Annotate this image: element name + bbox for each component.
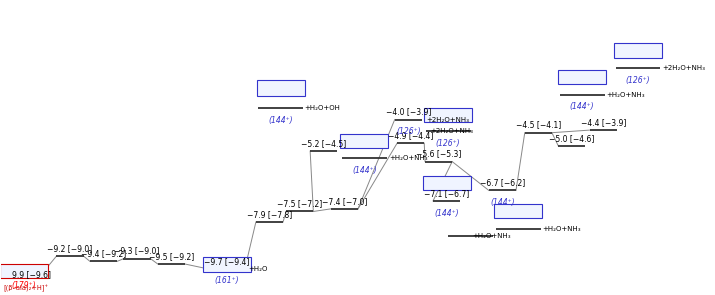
Text: +H₂O+NH₃: +H₂O+NH₃ — [542, 226, 581, 232]
Text: +H₂O+NH₃: +H₂O+NH₃ — [606, 92, 645, 98]
Text: +2H₂O+NH₃: +2H₂O+NH₃ — [430, 128, 473, 135]
Text: −9.3 [−9.0]: −9.3 [−9.0] — [114, 247, 159, 255]
Text: [(β–ala)₂+H]⁺: [(β–ala)₂+H]⁺ — [4, 285, 49, 292]
Text: (126⁺): (126⁺) — [626, 76, 651, 85]
Text: +2H₂O+NH₃: +2H₂O+NH₃ — [662, 65, 705, 71]
Text: −4.0 [−3.9]: −4.0 [−3.9] — [385, 107, 431, 117]
Text: −7.9 [−7.8]: −7.9 [−7.8] — [247, 210, 292, 219]
Text: (126⁺): (126⁺) — [436, 139, 460, 148]
Text: (144⁺): (144⁺) — [570, 102, 594, 112]
Text: +H₂O: +H₂O — [249, 266, 268, 272]
Text: −7.1 [−6.7]: −7.1 [−6.7] — [424, 189, 469, 198]
Text: −4.5 [−4.1]: −4.5 [−4.1] — [516, 121, 561, 130]
Text: −5.0 [−4.6]: −5.0 [−4.6] — [549, 134, 595, 143]
Text: (161⁺): (161⁺) — [215, 276, 240, 285]
Bar — [423, 176, 470, 191]
Bar — [424, 108, 472, 122]
Text: (144⁺): (144⁺) — [352, 165, 377, 175]
Text: −9.5 [−9.2]: −9.5 [−9.2] — [149, 252, 194, 261]
Text: −7.4 [−7.0]: −7.4 [−7.0] — [322, 197, 367, 206]
Text: +2H₂O+NH₃: +2H₂O+NH₃ — [426, 117, 469, 122]
Bar — [495, 204, 542, 218]
Text: −5.6 [−5.3]: −5.6 [−5.3] — [416, 150, 461, 158]
Text: +H₂O+NH₃: +H₂O+NH₃ — [389, 155, 428, 161]
Text: (179⁺): (179⁺) — [11, 281, 36, 290]
Text: −9.7 [−9.4]: −9.7 [−9.4] — [204, 257, 250, 266]
Text: (144⁺): (144⁺) — [434, 209, 459, 218]
Text: +H₂O+OH: +H₂O+OH — [305, 105, 340, 111]
Text: −9.2 [−9.0]: −9.2 [−9.0] — [47, 244, 93, 253]
Bar — [203, 258, 251, 272]
Text: (126⁺): (126⁺) — [396, 127, 420, 137]
Text: −9.4 [−9.2]: −9.4 [−9.2] — [81, 249, 126, 258]
Text: 9.9 [−9.6]: 9.9 [−9.6] — [11, 270, 51, 279]
Text: −6.7 [−6.2]: −6.7 [−6.2] — [480, 178, 525, 187]
Text: −7.5 [−7.2]: −7.5 [−7.2] — [277, 199, 322, 208]
Text: (144⁺): (144⁺) — [268, 116, 293, 124]
Text: −4.4 [−3.9]: −4.4 [−3.9] — [581, 118, 626, 127]
Bar — [558, 70, 606, 84]
Bar — [257, 80, 305, 96]
Text: −4.9 [−4.4]: −4.9 [−4.4] — [388, 131, 433, 140]
Text: (144⁺): (144⁺) — [490, 198, 515, 207]
Bar — [614, 43, 662, 58]
Text: +H₂O+NH₃: +H₂O+NH₃ — [472, 233, 511, 240]
Bar — [340, 134, 388, 148]
Text: −5.2 [−4.5]: −5.2 [−4.5] — [301, 139, 346, 148]
Bar — [0, 264, 48, 278]
